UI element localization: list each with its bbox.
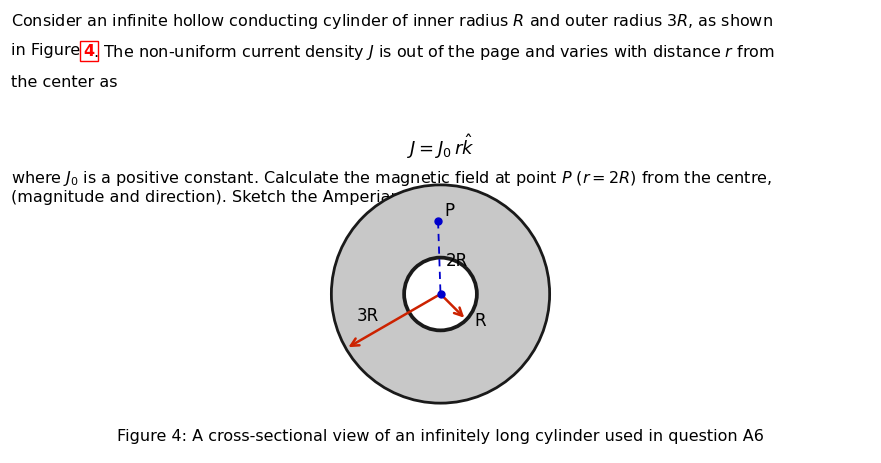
Text: Figure 4: A cross-sectional view of an infinitely long cylinder used in question: Figure 4: A cross-sectional view of an i… xyxy=(117,429,764,444)
Text: P: P xyxy=(444,202,455,220)
Text: Consider an infinite hollow conducting cylinder of inner radius $R$ and outer ra: Consider an infinite hollow conducting c… xyxy=(11,12,773,31)
Text: where $J_0$ is a positive constant. Calculate the magnetic field at point $P$ $(: where $J_0$ is a positive constant. Calc… xyxy=(11,169,772,206)
Text: in Figure: in Figure xyxy=(11,43,85,58)
Circle shape xyxy=(404,257,477,331)
Text: $J = J_0\, r\hat{k}$: $J = J_0\, r\hat{k}$ xyxy=(407,132,474,161)
Text: . The non-uniform current density $J$ is out of the page and varies with distanc: . The non-uniform current density $J$ is… xyxy=(93,43,775,62)
Text: 2R: 2R xyxy=(446,252,468,270)
Text: the center as: the center as xyxy=(11,75,117,89)
Text: $\mathbf{4}$: $\mathbf{4}$ xyxy=(83,43,95,59)
Text: R: R xyxy=(475,312,486,330)
Text: 3R: 3R xyxy=(357,307,379,325)
Circle shape xyxy=(331,185,550,403)
